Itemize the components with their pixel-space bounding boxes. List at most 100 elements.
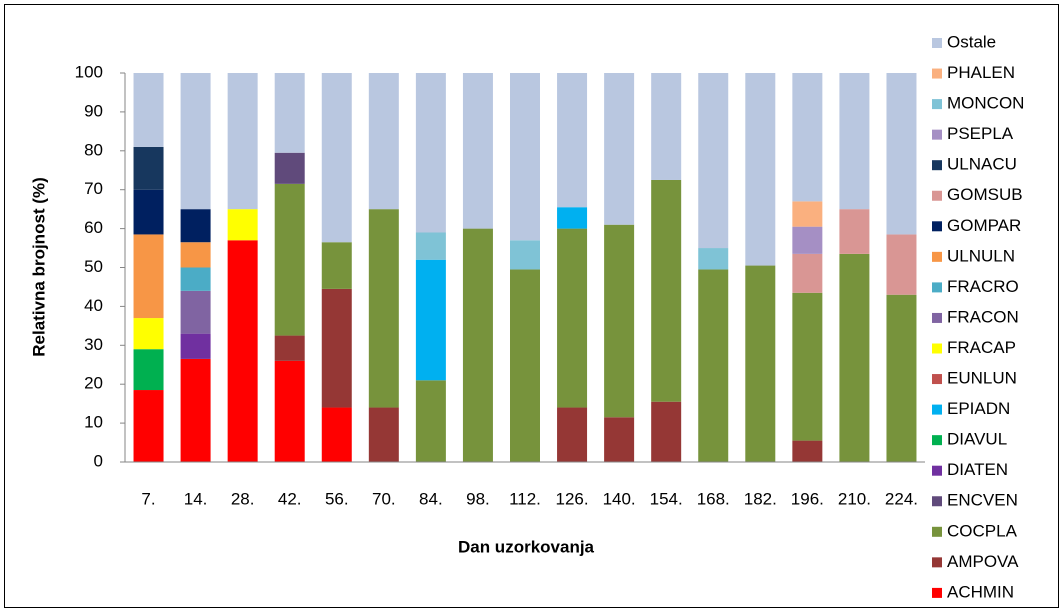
bar-segment [321,288,352,408]
bar-segment [321,407,352,462]
legend-label: DIAVUL [947,430,1007,449]
bar-segment [745,73,776,266]
legend-label: COCPLA [947,521,1018,540]
y-tick-label: 20 [84,374,103,393]
bar-segment [368,209,399,408]
x-tick-label: 224. [885,489,918,508]
x-tick-label: 140. [603,489,636,508]
x-tick-label: 112. [509,489,541,508]
bar-segment [886,294,917,462]
bar-segment [180,358,211,462]
y-tick-label: 80 [84,140,103,159]
legend-swatch [932,557,942,568]
legend-swatch [932,465,942,476]
legend-swatch [932,496,942,507]
y-tick-label: 100 [75,62,103,81]
bar-segment [510,269,540,462]
x-tick-label: 70. [372,489,396,508]
x-tick-label: 14. [184,489,208,508]
bar-segment [792,292,823,441]
bar-segment [792,253,823,293]
bar-segment [510,73,540,241]
bar-segment [651,179,682,402]
y-tick-label: 60 [84,218,103,237]
bar-segment [792,226,823,254]
bar-segment [745,265,776,462]
legend-swatch [932,99,942,110]
bar-segment [321,73,352,243]
y-tick-label: 0 [94,451,103,470]
bar-segment [133,234,164,319]
x-tick-label: 42. [278,489,302,508]
legend-label: FRACON [947,307,1019,326]
legend-swatch [932,374,942,385]
bar-segment [557,407,588,462]
legend-label: ULNULN [947,246,1015,265]
y-tick-label: 90 [84,101,103,120]
bar-segment [368,407,399,462]
y-axis-title: Relativna brojnost (%) [29,177,48,356]
bar-segment [839,253,870,462]
legend-label: ACHMIN [947,582,1014,601]
bar-segment [886,73,917,235]
x-axis-title: Dan uzorkovanja [458,537,595,556]
bar-segment [274,183,305,336]
bar-segment [415,73,446,233]
bar-segment [133,73,164,147]
bar-segment [227,209,258,241]
x-tick-label: 182. [744,489,777,508]
bar-segment [462,73,493,229]
legend-swatch [932,38,942,48]
x-tick-label: 7. [141,489,155,508]
legend-label: PHALEN [947,63,1015,82]
bar-segment [651,73,682,180]
bar-segment [462,228,493,462]
legend-swatch [932,343,942,354]
legend-swatch [932,526,942,537]
bar-segment [415,259,446,381]
legend-swatch [932,587,942,598]
bar-segment [510,240,540,270]
bar-segment [368,73,399,210]
x-tick-label: 126. [556,489,589,508]
legend-swatch [932,190,942,201]
bar-segment [274,152,305,184]
legend-label: Ostale [947,32,996,51]
legend-swatch [932,312,942,323]
x-tick-label: 210. [838,489,871,508]
bar-segment [180,290,211,334]
bar-segment [133,318,164,350]
y-tick-label: 50 [84,257,103,276]
bar-segment [180,209,211,243]
legend-label: ULNACU [947,155,1017,174]
bar-segment [133,189,164,235]
legend-label: GOMSUB [947,185,1023,204]
bar-segment [415,232,446,260]
legend-label: MONCON [947,94,1024,113]
bar-segment [792,440,823,462]
bar-segment [227,73,258,210]
legend-swatch [932,251,942,262]
legend-label: AMPOVA [947,552,1019,571]
bar-segment [274,73,305,153]
bar-segment [698,248,729,270]
bar-segment [133,146,164,190]
x-tick-label: 168. [697,489,730,508]
x-tick-label: 84. [419,489,443,508]
x-tick-label: 28. [231,489,255,508]
legend-label: GOMPAR [947,216,1021,235]
legend-swatch [932,282,942,293]
legend-swatch [932,68,942,79]
legend-swatch [932,404,942,415]
x-tick-label: 98. [466,489,490,508]
bar-segment [274,360,305,462]
legend-label: PSEPLA [947,124,1014,143]
bar-segment [698,73,729,249]
legend-swatch [932,221,942,232]
bar-segment [698,269,729,462]
bar-segment [180,267,211,291]
x-tick-label: 56. [325,489,349,508]
bar-segment [604,417,635,462]
y-tick-label: 10 [84,413,103,432]
